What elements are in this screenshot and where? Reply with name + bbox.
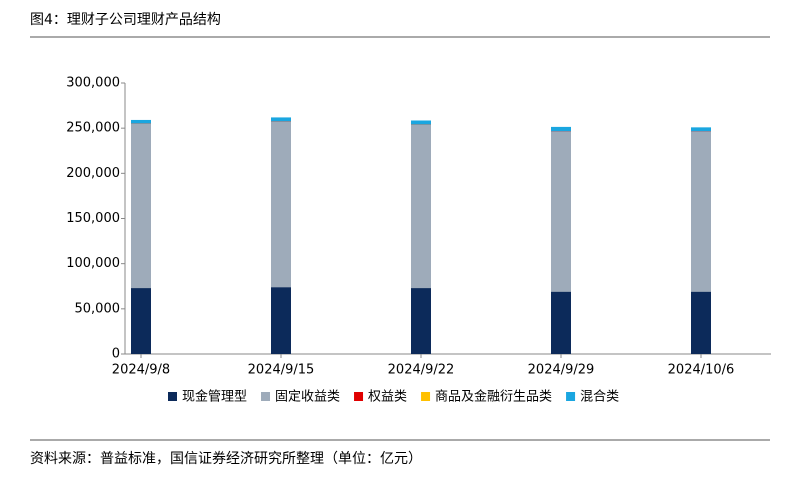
- y-tick-label: 50,000: [75, 301, 121, 316]
- bar-segment: [691, 127, 711, 131]
- chart-title: 图4：理财子公司理财产品结构: [30, 12, 221, 28]
- legend-swatch: [566, 392, 575, 401]
- legend-swatch: [421, 392, 430, 401]
- bar-segment: [271, 287, 291, 354]
- x-tick-label: 2024/9/29: [528, 363, 595, 378]
- y-tick-label: 100,000: [66, 256, 120, 271]
- legend-label: 现金管理型: [182, 389, 247, 405]
- legend-swatch: [168, 392, 177, 401]
- y-tick-label: 150,000: [66, 211, 120, 226]
- bar-segment: [551, 132, 571, 292]
- bar-segment: [551, 292, 571, 354]
- y-tick-label: 250,000: [66, 121, 120, 136]
- x-tick-label: 2024/9/22: [388, 363, 455, 378]
- legend-swatch: [354, 392, 363, 401]
- bar-segment: [691, 132, 711, 292]
- bar-segment: [551, 127, 571, 132]
- legend-label: 混合类: [580, 390, 619, 405]
- bar-segment: [131, 120, 151, 124]
- bar-segment: [411, 120, 431, 124]
- legend-label: 权益类: [368, 389, 407, 405]
- x-tick-label: 2024/10/6: [668, 363, 735, 378]
- y-tick-label: 300,000: [66, 76, 120, 91]
- source-note: 资料来源：普益标准，国信证券经济研究所整理（单位：亿元）: [30, 451, 422, 467]
- x-tick-label: 2024/9/15: [248, 363, 315, 378]
- bar-segment: [271, 117, 291, 121]
- x-tick-label: 2024/9/8: [112, 363, 170, 378]
- bar-segment: [131, 124, 151, 288]
- bar-segment: [271, 122, 291, 287]
- legend-label: 固定收益类: [275, 390, 340, 405]
- legend-swatch: [261, 392, 270, 401]
- bar-segment: [691, 292, 711, 354]
- y-tick-label: 200,000: [66, 166, 120, 181]
- bar-segment: [131, 288, 151, 354]
- bar-segment: [411, 125, 431, 288]
- y-tick-label: 0: [112, 347, 120, 362]
- bar-segment: [411, 288, 431, 354]
- legend-label: 商品及金融衍生品类: [435, 389, 552, 405]
